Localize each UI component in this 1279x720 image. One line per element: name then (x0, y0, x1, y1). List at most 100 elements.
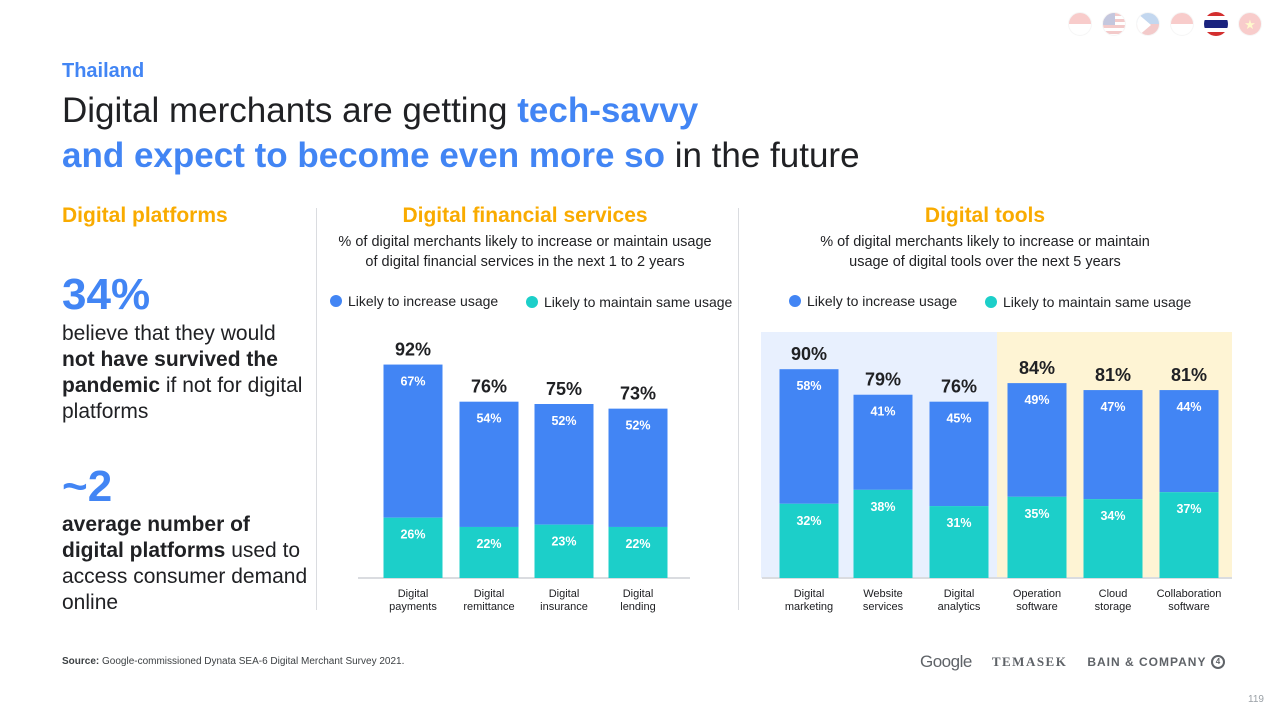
bar-maintain-1-5 (1159, 492, 1219, 578)
indonesia-flag-icon (1068, 12, 1092, 36)
source-label: Source: (62, 656, 100, 667)
bar-maintain-0-1 (459, 526, 519, 578)
bar-maintain-label-0-3: 22% (625, 537, 650, 551)
bar-increase-label-1-3: 49% (1024, 393, 1049, 407)
singapore-flag-icon (1170, 12, 1194, 36)
bar-maintain-label-0-1: 22% (476, 537, 501, 551)
bain-logo-text: BAIN & COMPANY (1087, 655, 1207, 669)
bar-total-label-1-5: 81% (1171, 365, 1207, 385)
divider-left (316, 208, 317, 610)
bar-maintain-label-1-0: 32% (796, 514, 821, 528)
financial-services-heading: Digital financial services (402, 204, 648, 227)
bar-maintain-label-1-3: 35% (1024, 507, 1049, 521)
bar-maintain-label-0-0: 26% (400, 528, 425, 542)
title-line1-highlight: tech-savvy (517, 91, 699, 130)
category-label-1-5-b: software (1168, 601, 1210, 613)
bain-circle-icon: 4 (1211, 655, 1226, 669)
bar-maintain-1-3 (1007, 496, 1067, 578)
bar-maintain-1-4 (1083, 499, 1143, 578)
category-label-1-4-a: Cloud (1099, 588, 1128, 600)
bar-increase-1-0 (779, 369, 839, 504)
dt-subtitle-line1: % of digital merchants likely to increas… (820, 234, 1150, 250)
bar-increase-1-5 (1159, 390, 1219, 493)
legend-dot-increase (330, 295, 342, 307)
country-label: Thailand (62, 60, 145, 82)
dt-legend-maintain: Likely to maintain same usage (985, 294, 1191, 310)
country-flags: ★ (1068, 12, 1262, 36)
category-label-1-1-a: Website (863, 588, 903, 600)
bar-maintain-1-1 (853, 489, 913, 578)
partner-logos: Google TEMASEK BAIN & COMPANY 4 (920, 652, 1226, 672)
bar-maintain-label-1-2: 31% (946, 516, 971, 530)
source-note: Source: Google-commissioned Dynata SEA-6… (62, 656, 404, 667)
category-label-0-2-a: Digital (549, 588, 580, 600)
bar-increase-1-1 (853, 394, 913, 490)
bar-maintain-label-0-2: 23% (551, 535, 576, 549)
bar-maintain-label-1-5: 37% (1176, 502, 1201, 516)
source-text: Google-commissioned Dynata SEA-6 Digital… (99, 656, 405, 667)
stat-34-description: believe that they would not have survive… (62, 321, 312, 425)
category-label-1-4-b: storage (1095, 601, 1132, 613)
bar-total-label-0-1: 76% (471, 377, 507, 397)
legend-dot-increase (789, 295, 801, 307)
bar-total-label-0-2: 75% (546, 379, 582, 399)
bar-maintain-0-2 (534, 524, 594, 578)
bar-maintain-label-1-4: 34% (1100, 509, 1125, 523)
category-label-1-5-a: Collaboration (1157, 588, 1222, 600)
bar-increase-0-2 (534, 404, 594, 525)
financial-services-subtitle: % of digital merchants likely to increas… (320, 232, 730, 272)
bar-maintain-1-2 (929, 506, 989, 578)
bar-maintain-1-0 (779, 503, 839, 578)
bar-increase-1-4 (1083, 390, 1143, 500)
bar-increase-0-3 (608, 408, 668, 527)
stat1-text-bold: not have survived the pandemic (62, 348, 278, 397)
google-logo: Google (920, 652, 972, 671)
stat-2-description: average number of digital platforms used… (62, 512, 312, 616)
bar-increase-0-0 (383, 364, 443, 518)
bar-maintain-0-0 (383, 517, 443, 578)
bar-increase-label-1-2: 45% (946, 412, 971, 426)
stat1-text-a: believe that they would (62, 322, 276, 345)
legend-dot-maintain (526, 296, 538, 308)
bar-increase-0-1 (459, 401, 519, 527)
stat-34-percent: 34% (62, 270, 151, 319)
bar-increase-1-3 (1007, 383, 1067, 497)
stat2-text-bold: average number of digital platforms (62, 513, 250, 562)
category-label-1-1-b: services (863, 601, 904, 613)
bar-increase-label-1-5: 44% (1176, 400, 1201, 414)
fs-legend-maintain-label: Likely to maintain same usage (544, 294, 733, 310)
dt-legend-increase-label: Likely to increase usage (807, 293, 958, 309)
fs-legend-maintain: Likely to maintain same usage (526, 294, 732, 310)
fs-legend-increase-label: Likely to increase usage (348, 293, 499, 309)
bar-increase-label-1-0: 58% (796, 379, 821, 393)
category-label-1-3-b: software (1016, 601, 1058, 613)
bar-total-label-0-0: 92% (395, 340, 431, 360)
page-title: Digital merchants are getting tech-savvy… (62, 88, 962, 178)
malaysia-flag-icon (1102, 12, 1126, 36)
category-label-1-3-a: Operation (1013, 588, 1061, 600)
thailand-flag-icon (1204, 12, 1228, 36)
bar-total-label-0-3: 73% (620, 384, 656, 404)
category-label-1-2-b: analytics (938, 601, 981, 613)
title-line2-highlight: and expect to become even more so (62, 136, 665, 175)
bar-increase-label-0-0: 67% (400, 375, 425, 389)
fs-legend-increase: Likely to increase usage (330, 293, 498, 309)
bar-increase-label-0-3: 52% (625, 419, 650, 433)
category-label-1-0-a: Digital (794, 588, 825, 600)
dt-legend-increase: Likely to increase usage (789, 293, 957, 309)
bar-total-label-1-3: 84% (1019, 358, 1055, 378)
bar-increase-label-0-2: 52% (551, 414, 576, 428)
bar-maintain-label-1-1: 38% (870, 500, 895, 514)
vietnam-flag-icon: ★ (1238, 12, 1262, 36)
category-label-0-3-a: Digital (623, 588, 654, 600)
legend-dot-maintain (985, 296, 997, 308)
category-label-0-1-b: remittance (463, 601, 514, 613)
divider-right (738, 208, 739, 610)
dt-legend-maintain-label: Likely to maintain same usage (1003, 294, 1192, 310)
bar-total-label-1-0: 90% (791, 344, 827, 364)
category-label-0-1-a: Digital (474, 588, 505, 600)
title-line1-plain: Digital merchants are getting (62, 91, 518, 130)
category-label-0-2-b: insurance (540, 601, 588, 613)
temasek-logo: TEMASEK (991, 654, 1068, 669)
